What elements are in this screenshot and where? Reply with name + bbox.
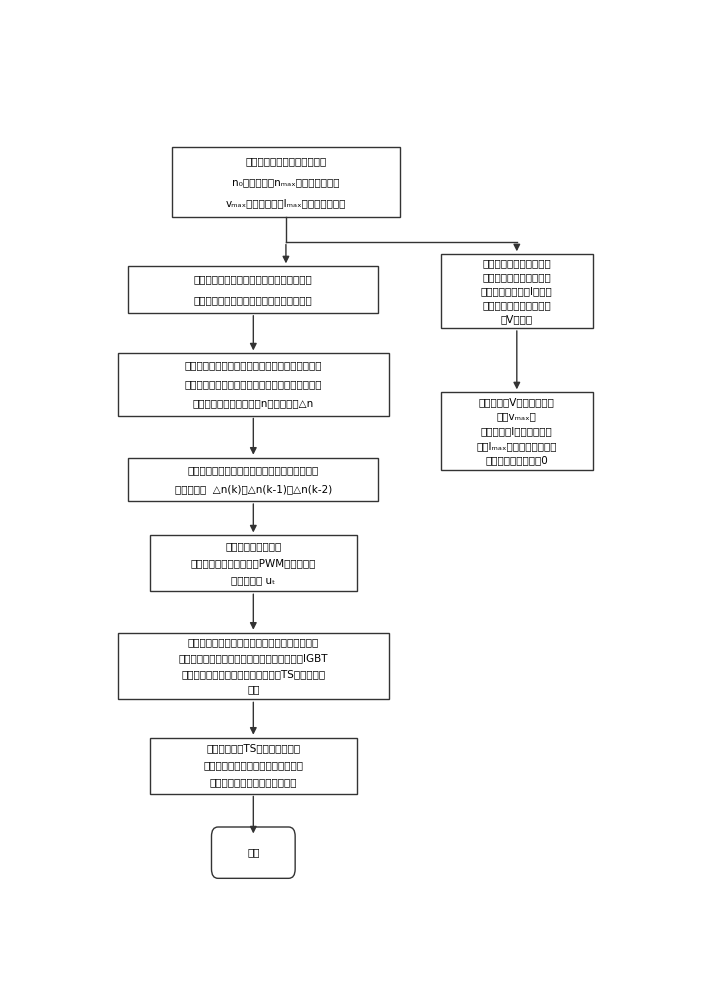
Text: 核心处理器通过调速驱动: 核心处理器通过调速驱动: [482, 258, 551, 268]
Text: 导通的时间，进而改变调速输出端子TS输出的驱动: 导通的时间，进而改变调速输出端子TS输出的驱动: [182, 669, 325, 679]
FancyBboxPatch shape: [150, 535, 357, 591]
Text: 电压采集电路采集驱动电: 电压采集电路采集驱动电: [482, 300, 551, 310]
Text: 处理器输出的占空比改变绝缘栅双极型晶体管IGBT: 处理器输出的占空比改变绝缘栅双极型晶体管IGBT: [179, 653, 328, 663]
FancyBboxPatch shape: [150, 738, 357, 794]
Text: 或驱动电流I大于驱动电流: 或驱动电流I大于驱动电流: [481, 426, 552, 436]
Text: 核心处理器存储包括本次转速偏差在内的三次转: 核心处理器存储包括本次转速偏差在内的三次转: [188, 465, 319, 475]
Text: 上限Iₘₐₓ时，核心处理器将: 上限Iₘₐₓ时，核心处理器将: [477, 441, 557, 451]
Text: 分情况计算核心处理器的PWM输出脚所输: 分情况计算核心处理器的PWM输出脚所输: [191, 558, 316, 568]
FancyBboxPatch shape: [118, 633, 389, 699]
Text: 柴油发电机组的转速传感器信号经过整形电: 柴油发电机组的转速传感器信号经过整形电: [194, 274, 313, 284]
FancyBboxPatch shape: [128, 266, 379, 313]
Text: 结束: 结束: [247, 848, 259, 858]
Text: 电路采集驱动电流I和驱动: 电路采集驱动电流I和驱动: [481, 286, 552, 296]
Text: 路转化为方波转速信号，并输入核心处理器: 路转化为方波转速信号，并输入核心处理器: [194, 295, 313, 305]
Text: 调速驱动主电路中的光电隔离驱动电路依据核心: 调速驱动主电路中的光电隔离驱动电路依据核心: [188, 638, 319, 648]
FancyBboxPatch shape: [118, 353, 389, 416]
FancyBboxPatch shape: [441, 392, 593, 470]
FancyBboxPatch shape: [212, 827, 295, 878]
Text: 机的转速等于所设定的额定转速: 机的转速等于所设定的额定转速: [210, 778, 297, 788]
Text: 主电路中的驱动电流采集: 主电路中的驱动电流采集: [482, 272, 551, 282]
Text: 上限vₘₐₓ时: 上限vₘₐₓ时: [497, 411, 537, 421]
Text: 设定柴油发电机组的额定速度: 设定柴油发电机组的额定速度: [245, 156, 327, 166]
FancyBboxPatch shape: [128, 458, 379, 501]
FancyBboxPatch shape: [172, 147, 400, 217]
Text: 速偏差值：  △n(k)、△n(k-1)、△n(k-2): 速偏差值： △n(k)、△n(k-1)、△n(k-2): [175, 484, 332, 494]
Text: 出的占空比 uₜ: 出的占空比 uₜ: [231, 575, 275, 585]
Text: 外部程序中断，核心处理器通过计算中断的频率，: 外部程序中断，核心处理器通过计算中断的频率，: [184, 379, 322, 389]
Text: 改变柴油机油门大小，最终保证柴油: 改变柴油机油门大小，最终保证柴油: [203, 761, 304, 771]
Text: 得到柴油发电机组的转速n和转速偏差△n: 得到柴油发电机组的转速n和转速偏差△n: [193, 398, 314, 408]
Text: 方波转速信号的每一个上升沿触发核心处理器产生: 方波转速信号的每一个上升沿触发核心处理器产生: [184, 361, 322, 371]
Text: vₘₐₓ驱动电流上限Iₘₐₓ和控制参数的值: vₘₐₓ驱动电流上限Iₘₐₓ和控制参数的值: [226, 198, 346, 208]
Text: 当驱动电压V大于驱动电压: 当驱动电压V大于驱动电压: [479, 397, 554, 407]
Text: n₀、转速上限nₘₐₓ、驱动电压上限: n₀、转速上限nₘₐₓ、驱动电压上限: [232, 177, 340, 187]
Text: 使驱动输出占空比为0: 使驱动输出占空比为0: [485, 455, 548, 465]
Text: 电压: 电压: [247, 684, 259, 694]
Text: 压V的大小: 压V的大小: [501, 314, 533, 324]
FancyBboxPatch shape: [441, 254, 593, 328]
Text: 根据实测转速大小，: 根据实测转速大小，: [225, 541, 281, 551]
Text: 调速输出端子TS输出的驱动电压: 调速输出端子TS输出的驱动电压: [206, 744, 301, 754]
